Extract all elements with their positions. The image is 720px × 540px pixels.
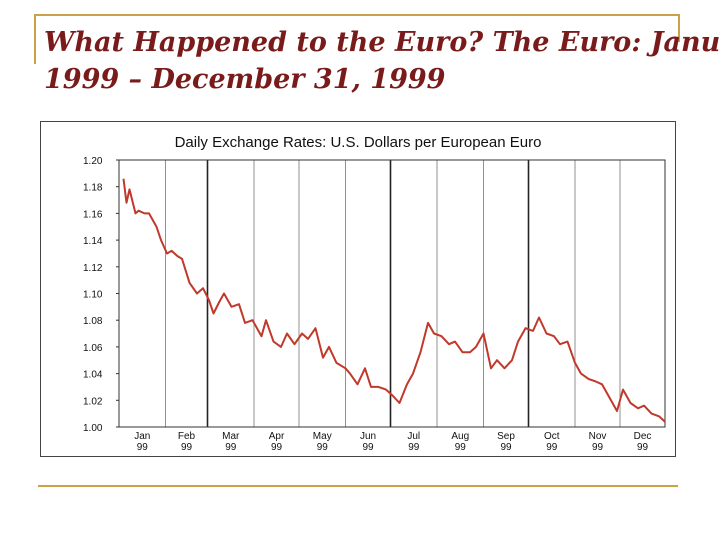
y-tick-label: 1.16 [83,209,103,220]
title-accent-top-rule [34,14,680,16]
x-tick-month: Sep [497,431,515,442]
plot-area-border [118,159,666,428]
y-tick-label: 1.14 [83,236,103,247]
y-tick-label: 1.08 [83,316,103,327]
x-tick-month: May [313,431,332,442]
y-tick-label: 1.02 [83,396,103,407]
x-tick-month: Oct [544,431,560,442]
x-tick-year: 99 [362,442,374,453]
y-tick-label: 1.04 [83,370,103,381]
x-tick-year: 99 [637,442,649,453]
x-tick-month: Dec [634,431,652,442]
y-tick-label: 1.00 [83,423,103,434]
slide-title: What Happened to the Euro? The Euro: Jan… [44,24,720,98]
title-accent-left-rule [34,14,36,64]
grid-layer [165,160,621,427]
x-tick-month: Nov [589,431,607,442]
x-tick-month: Jan [134,431,150,442]
y-tick-label: 1.10 [83,290,103,301]
slide-title-line-2: 1999 – December 31, 1999 [44,64,446,95]
x-tick-month: Aug [451,431,469,442]
x-tick-month: Mar [222,431,240,442]
x-tick-month: Jul [407,431,420,442]
x-tick-month: Jun [360,431,376,442]
x-tick-year: 99 [408,442,420,453]
x-tick-year: 99 [592,442,604,453]
x-tick-year: 99 [225,442,237,453]
x-tick-year: 99 [455,442,467,453]
title-accent-right-rule [678,14,680,42]
exchange-rate-chart: Daily Exchange Rates: U.S. Dollars per E… [83,134,666,453]
chart-frame: Daily Exchange Rates: U.S. Dollars per E… [40,121,676,457]
y-tick-label: 1.18 [83,183,103,194]
x-tick-month: Apr [269,431,285,442]
x-tick-month: Feb [178,431,196,442]
y-tick-label: 1.06 [83,343,103,354]
chart-title: Daily Exchange Rates: U.S. Dollars per E… [175,134,542,151]
x-tick-year: 99 [181,442,193,453]
slide-title-line-1: What Happened to the Euro? The Euro: Jan… [44,27,720,58]
axis-layer [116,159,666,428]
x-tick-year: 99 [500,442,512,453]
x-tick-year: 99 [137,442,149,453]
exchange-rate-line [122,178,666,423]
x-tick-year: 99 [271,442,283,453]
y-tick-label: 1.20 [83,156,103,167]
x-tick-year: 99 [317,442,329,453]
x-tick-year: 99 [546,442,558,453]
footer-rule [38,485,678,487]
y-tick-label: 1.12 [83,263,103,274]
tick-labels: 1.20 1.18 1.16 1.14 1.12 1.10 1.08 1.06 1.04 1.02… [83,156,651,453]
